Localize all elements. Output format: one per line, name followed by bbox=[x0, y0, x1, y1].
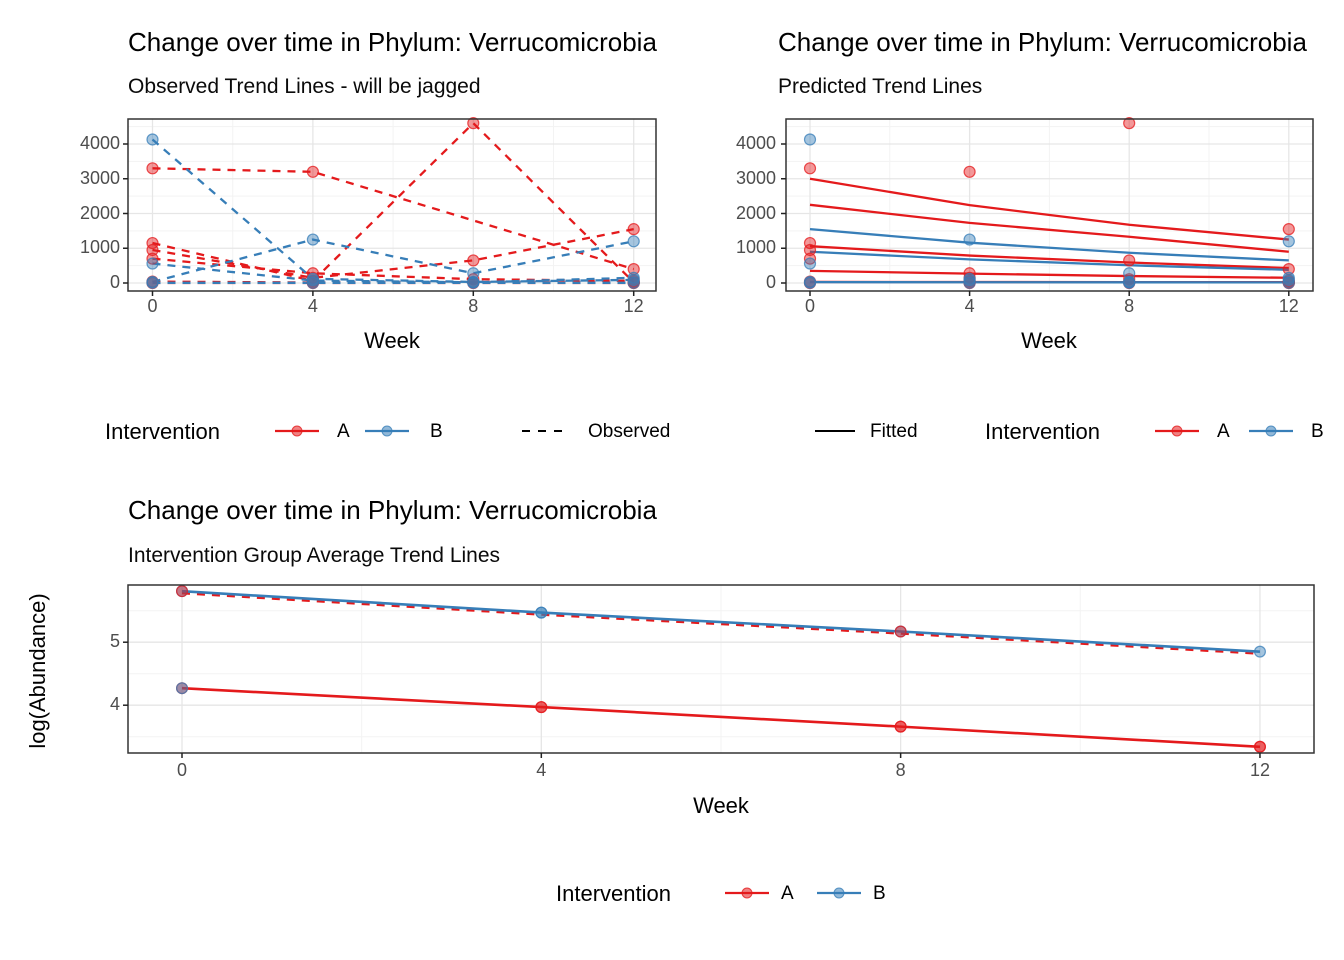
average-x-axis-title: Week bbox=[693, 793, 749, 818]
observed-chart-title: Change over time in Phylum: Verrucomicro… bbox=[128, 27, 657, 57]
y-tick-label: 4000 bbox=[735, 133, 776, 153]
legend-key-group-a bbox=[1155, 425, 1199, 437]
legend-label-fitted: Fitted bbox=[870, 421, 918, 442]
legend-key-group-a bbox=[725, 887, 769, 899]
legend-label-group-a: A bbox=[781, 883, 794, 904]
x-tick-label: 8 bbox=[468, 296, 479, 316]
legend-label-group-a: A bbox=[337, 421, 350, 442]
legend-key-observed-linetype bbox=[522, 430, 568, 432]
y-tick-label: 3000 bbox=[79, 167, 120, 188]
y-tick-label: 0 bbox=[109, 272, 120, 292]
legend-label-group-b: B bbox=[1311, 421, 1324, 442]
predicted-plot-area bbox=[781, 117, 1314, 296]
x-tick-label: 12 bbox=[1249, 760, 1270, 780]
average-chart-title: Change over time in Phylum: Verrucomicro… bbox=[128, 495, 657, 525]
y-tick-label: 3000 bbox=[735, 167, 776, 188]
y-tick-label: 2000 bbox=[735, 202, 776, 223]
average-chart-subtitle: Intervention Group Average Trend Lines bbox=[128, 544, 501, 567]
predicted-chart-figure: Change over time in Phylum: Verrucomicro… bbox=[672, 0, 1344, 470]
legend-key-group-b bbox=[817, 887, 861, 899]
y-tick-label: 1000 bbox=[79, 237, 120, 258]
observed-chart-figure: Change over time in Phylum: Verrucomicro… bbox=[0, 0, 672, 470]
y-tick-label: 5 bbox=[109, 631, 120, 652]
legend-key-group-b bbox=[365, 425, 409, 437]
y-tick-label: 4 bbox=[109, 694, 120, 715]
x-tick-label: 4 bbox=[536, 760, 547, 780]
legend-title-intervention: Intervention bbox=[556, 881, 671, 906]
legend-key-group-a bbox=[275, 425, 319, 437]
x-tick-label: 12 bbox=[1278, 296, 1299, 316]
legend-label-observed: Observed bbox=[588, 421, 671, 442]
x-tick-label: 0 bbox=[804, 296, 815, 316]
observed-plot-area bbox=[123, 117, 657, 296]
y-tick-label: 4000 bbox=[79, 133, 120, 153]
x-tick-label: 12 bbox=[623, 296, 644, 316]
legend-title-intervention: Intervention bbox=[985, 419, 1100, 444]
y-tick-label: 2000 bbox=[79, 202, 120, 223]
legend-label-group-b: B bbox=[430, 421, 443, 442]
x-tick-label: 0 bbox=[176, 760, 187, 780]
observed-x-axis-title: Week bbox=[364, 328, 420, 353]
x-tick-label: 8 bbox=[1124, 296, 1135, 316]
legend-label-group-b: B bbox=[873, 883, 886, 904]
predicted-chart-title: Change over time in Phylum: Verrucomicro… bbox=[778, 27, 1307, 57]
legend-key-group-b bbox=[1249, 425, 1293, 437]
legend-title-intervention: Intervention bbox=[105, 419, 220, 444]
predicted-chart-subtitle: Predicted Trend Lines bbox=[778, 75, 983, 98]
y-tick-label: 0 bbox=[765, 272, 776, 292]
legend-label-group-a: A bbox=[1217, 421, 1230, 442]
x-tick-label: 4 bbox=[307, 296, 318, 316]
x-tick-label: 8 bbox=[895, 760, 906, 780]
observed-chart-subtitle: Observed Trend Lines - will be jagged bbox=[128, 75, 481, 98]
y-tick-label: 1000 bbox=[735, 237, 776, 258]
predicted-x-axis-title: Week bbox=[1021, 328, 1077, 353]
legend-key-fitted-linetype bbox=[815, 430, 855, 432]
average-plot-area bbox=[123, 584, 1315, 758]
x-tick-label: 4 bbox=[964, 296, 975, 316]
average-chart-figure: Change over time in Phylum: Verrucomicro… bbox=[0, 470, 1344, 960]
x-tick-label: 0 bbox=[147, 296, 158, 316]
